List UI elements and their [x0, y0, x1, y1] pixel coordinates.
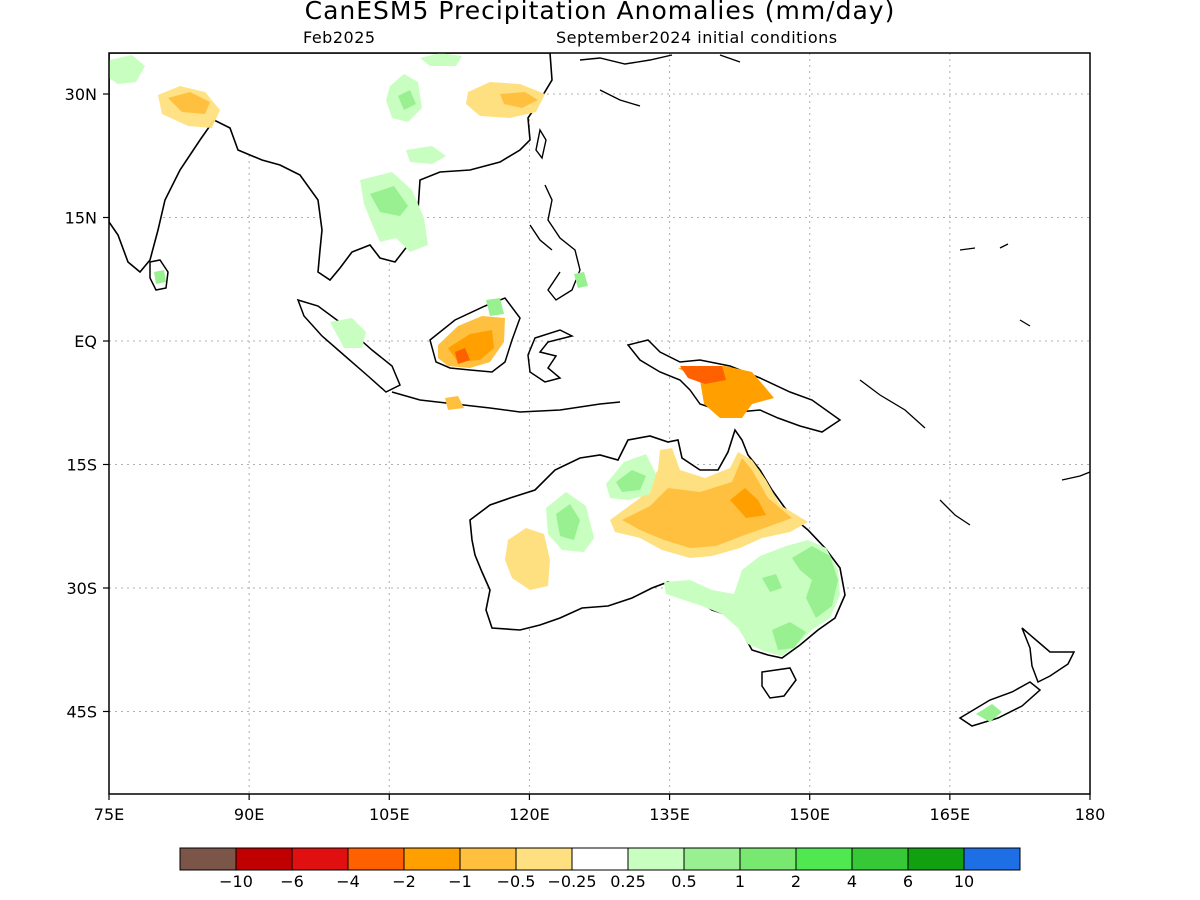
- anomaly-fields: [109, 53, 1090, 727]
- wet-anomaly-philippines: [574, 272, 588, 288]
- colorbar-label: 2: [791, 872, 801, 891]
- colorbar-label: 1: [735, 872, 745, 891]
- lat-tick-label: 30S: [66, 579, 97, 598]
- pacific-islands: [859, 243, 1090, 526]
- colorbar-swatch: [571, 847, 629, 871]
- lon-tick-label: 90E: [234, 805, 264, 824]
- colorbar-swatch: [347, 847, 405, 871]
- colorbar-swatch: [515, 847, 573, 871]
- colorbar-label: −0.5: [497, 872, 536, 891]
- wet-anomaly-sumatra: [330, 318, 366, 348]
- dry-anomaly-new-guinea-core: [680, 366, 726, 384]
- colorbar-label: 10: [954, 872, 974, 891]
- colorbar-label: −0.25: [547, 872, 596, 891]
- colorbar-swatch: [907, 847, 965, 871]
- lat-tick-label: 45S: [66, 702, 97, 721]
- dry-anomaly-borneo-max: [455, 348, 470, 364]
- colorbar-swatch: [179, 847, 237, 871]
- colorbar-label: −1: [448, 872, 472, 891]
- wet-anomaly-inland-core: [762, 574, 782, 592]
- colorbar-label: −10: [219, 872, 253, 891]
- colorbar-swatch: [403, 847, 461, 871]
- colorbar-label: −6: [280, 872, 304, 891]
- plot-frame: [108, 52, 1091, 795]
- colorbar-label: 4: [847, 872, 857, 891]
- lon-tick-label: 180: [1075, 805, 1106, 824]
- tasmania: [761, 667, 797, 699]
- lat-tick-label: 30N: [65, 85, 97, 104]
- wet-anomaly-southwest-china-core: [398, 90, 416, 110]
- sulawesi: [527, 329, 575, 383]
- colorbar-label: −4: [336, 872, 360, 891]
- lat-tick-label: EQ: [74, 332, 97, 351]
- dry-anomaly-queensland-core: [730, 488, 766, 518]
- colorbar-swatch: [627, 847, 685, 871]
- colorbar-swatch: [795, 847, 853, 871]
- colorbar-label: 0.5: [671, 872, 696, 891]
- colorbar: −10 −6 −4 −2 −1 −0.5 −0.25 0.25 0.5 1 2 4 6 10: [179, 847, 1021, 891]
- java: [391, 391, 621, 413]
- colorbar-swatch: [963, 847, 1021, 871]
- wet-anomaly-indochina-core: [370, 186, 408, 216]
- dry-anomaly-tibet-core: [168, 92, 210, 114]
- colorbar-swatch: [459, 847, 517, 871]
- chart-title: CanESM5 Precipitation Anomalies (mm/day): [304, 0, 896, 25]
- colorbar-label: −2: [392, 872, 416, 891]
- dry-anomaly-north-australia-core: [622, 458, 792, 548]
- initial-conditions: September2024 initial conditions: [556, 28, 838, 47]
- dry-anomaly-west-australia: [505, 528, 550, 590]
- lat-tick-label: 15S: [66, 455, 97, 474]
- philippines: [529, 184, 581, 301]
- wet-anomaly-nsw-core: [772, 622, 806, 650]
- japan: [579, 54, 741, 107]
- wet-anomaly-south-china: [406, 146, 446, 164]
- wet-anomaly-sri-lanka: [154, 270, 166, 284]
- colorbar-swatch: [851, 847, 909, 871]
- dry-anomaly-java: [445, 396, 464, 410]
- lon-tick-label: 165E: [930, 805, 971, 824]
- axis-labels: 75E 90E 105E 120E 135E 150E 165E 180 30N 15N EQ 15S…: [65, 85, 1106, 824]
- colorbar-swatch: [235, 847, 293, 871]
- colorbar-swatch: [739, 847, 797, 871]
- wet-anomaly-pilbara-core: [556, 504, 580, 540]
- lon-tick-label: 150E: [789, 805, 830, 824]
- new-zealand-south: [958, 681, 1042, 727]
- wet-anomaly-north-borneo: [486, 298, 504, 316]
- new-zealand-north: [1021, 627, 1076, 684]
- wet-anomaly-east-australia-core: [792, 546, 838, 618]
- wet-anomaly-kimberley-core: [616, 470, 646, 492]
- wet-anomaly-india: [109, 55, 145, 84]
- colorbar-swatch: [683, 847, 741, 871]
- lon-tick-label: 105E: [369, 805, 410, 824]
- map-gridlines: [109, 53, 1090, 794]
- dry-anomaly-east-china-core: [500, 92, 538, 108]
- lon-tick-label: 135E: [649, 805, 690, 824]
- wet-anomaly-north-china: [420, 53, 462, 66]
- colorbar-label: 6: [903, 872, 913, 891]
- lat-tick-label: 15N: [65, 209, 97, 228]
- lon-tick-label: 120E: [509, 805, 550, 824]
- wet-anomaly-new-zealand: [976, 704, 1002, 722]
- lon-tick-label: 75E: [94, 805, 124, 824]
- forecast-month: Feb2025: [303, 28, 376, 47]
- taiwan: [535, 128, 547, 160]
- colorbar-swatch: [291, 847, 349, 871]
- colorbar-label: 0.25: [610, 872, 646, 891]
